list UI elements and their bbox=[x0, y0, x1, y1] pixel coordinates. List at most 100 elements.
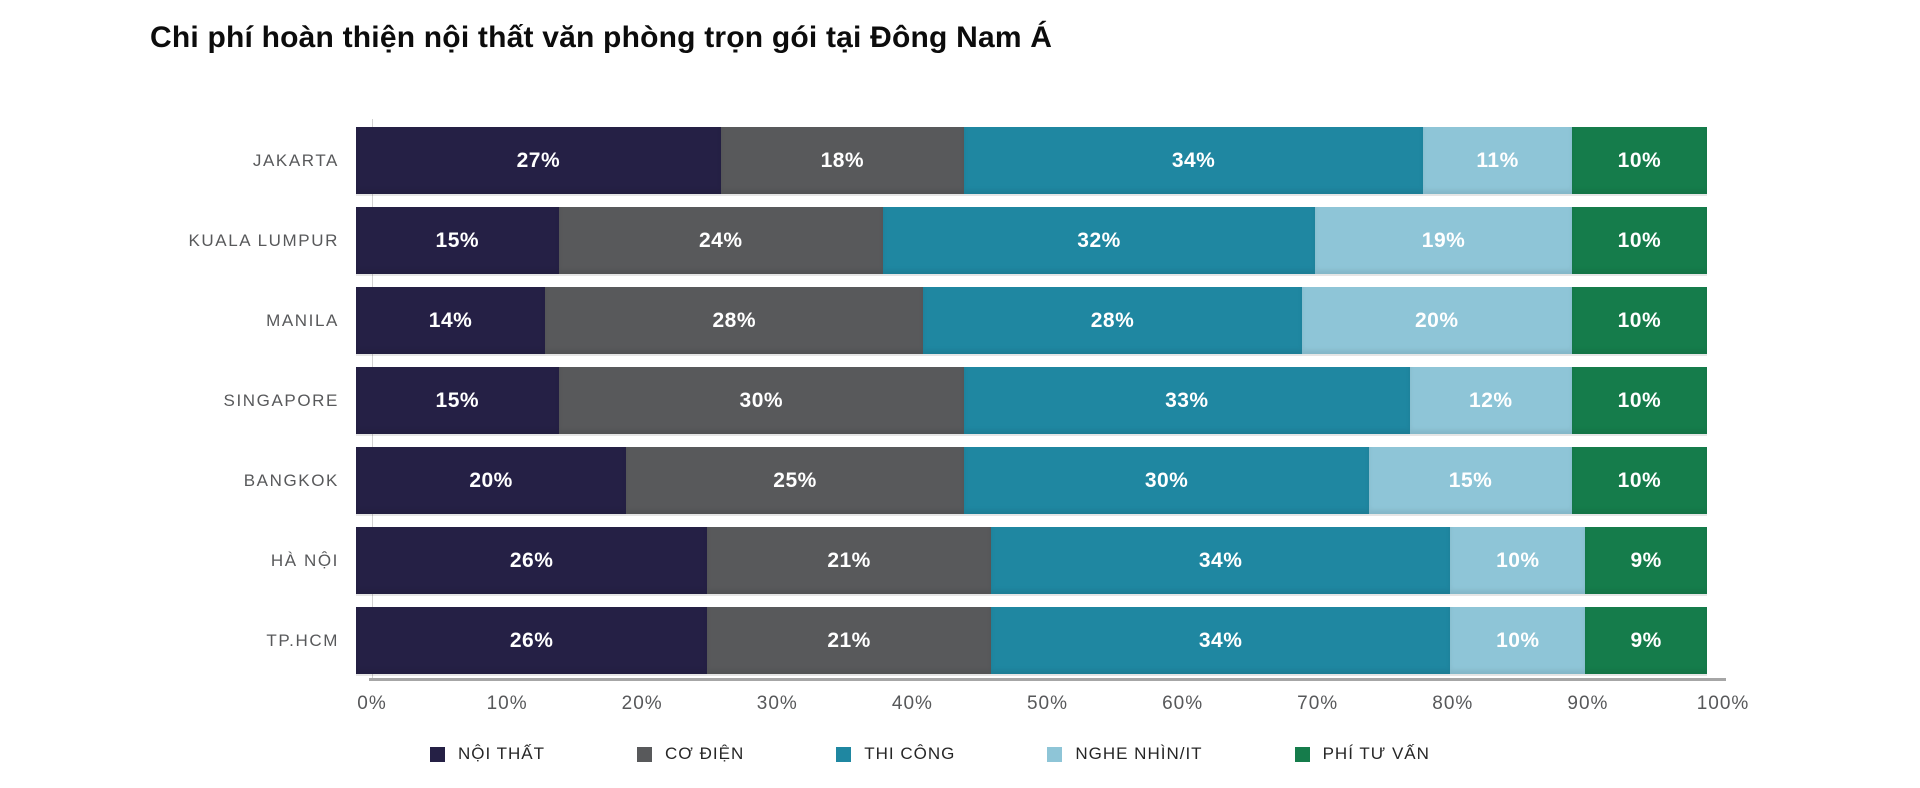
value-label: 10% bbox=[1617, 388, 1662, 412]
bar-row-singapore: SINGAPORE 15% 30% 33% 12% 10% bbox=[0, 367, 1920, 434]
bar-segment-co-ien: 21% bbox=[707, 607, 991, 674]
x-axis-tick: 50% bbox=[1026, 693, 1069, 714]
bar-segment-phi-tu-van: 10% bbox=[1571, 127, 1707, 194]
x-axis-tick: 70% bbox=[1297, 693, 1339, 714]
bar-segment-co-ien: 24% bbox=[558, 207, 883, 274]
value-label: 34% bbox=[1198, 548, 1243, 572]
x-axis-tick: 100% bbox=[1696, 693, 1750, 714]
legend-label: PHÍ TƯ VẤN bbox=[1322, 744, 1430, 763]
value-label: 20% bbox=[469, 468, 513, 492]
stacked-bar: 15% 30% 33% 12% 10% bbox=[356, 367, 1707, 434]
category-label: TP.HCM bbox=[266, 630, 339, 650]
value-label: 20% bbox=[1414, 308, 1459, 332]
x-axis-tick: 40% bbox=[891, 693, 933, 714]
legend-swatch bbox=[1047, 746, 1063, 762]
category-label: MANILA bbox=[266, 310, 339, 330]
value-label: 10% bbox=[1617, 308, 1662, 332]
bar-segment-noi-that: 20% bbox=[356, 447, 627, 514]
bar-segment-nghe-nhin-it: 10% bbox=[1450, 607, 1586, 674]
stacked-bar: 26% 21% 34% 10% 9% bbox=[356, 607, 1707, 674]
value-label: 33% bbox=[1165, 388, 1209, 412]
legend-label: THI CÔNG bbox=[864, 744, 956, 763]
legend-item-phi-tu-van: PHÍ TƯ VẤN bbox=[1294, 744, 1430, 764]
category-label: JAKARTA bbox=[252, 150, 339, 170]
bar-segment-thi-cong: 28% bbox=[923, 287, 1302, 354]
value-label: 18% bbox=[820, 148, 865, 172]
value-label: 14% bbox=[428, 308, 473, 332]
legend: NỘI THẤT CƠ ĐIỆN THI CÔNG NGHE NHÌN/IT PHÍ T… bbox=[430, 744, 1430, 764]
bar-segment-nghe-nhin-it: 11% bbox=[1423, 127, 1572, 194]
legend-label: CƠ ĐIỆN bbox=[665, 744, 745, 763]
bar-segment-noi-that: 26% bbox=[356, 607, 708, 674]
x-axis: 0% 10% 20% 30% 40% 50% 60% 70% 80% 90% 100% bbox=[357, 693, 1748, 721]
bar-segment-noi-that: 15% bbox=[356, 207, 559, 274]
bar-segment-co-ien: 21% bbox=[707, 527, 991, 594]
bar-segment-phi-tu-van: 9% bbox=[1585, 607, 1707, 674]
x-axis-line bbox=[369, 678, 1726, 681]
legend-label: NGHE NHÌN/IT bbox=[1075, 744, 1203, 763]
value-label: 15% bbox=[435, 228, 480, 252]
value-label: 32% bbox=[1077, 228, 1121, 252]
value-label: 10% bbox=[1617, 468, 1662, 492]
value-label: 24% bbox=[698, 228, 743, 252]
value-label: 11% bbox=[1476, 148, 1519, 172]
legend-item-co-ien: CƠ ĐIỆN bbox=[637, 744, 744, 764]
category-label: BANGKOK bbox=[243, 470, 339, 490]
value-label: 28% bbox=[1090, 308, 1135, 332]
x-axis-tick: 10% bbox=[486, 693, 528, 714]
value-label: 21% bbox=[827, 548, 871, 572]
bar-segment-phi-tu-van: 10% bbox=[1571, 207, 1707, 274]
legend-swatch bbox=[1294, 746, 1310, 762]
bar-segment-thi-cong: 34% bbox=[990, 607, 1451, 674]
bar-row-manila: MANILA 14% 28% 28% 20% 10% bbox=[0, 287, 1920, 354]
bar-segment-co-ien: 28% bbox=[545, 287, 924, 354]
value-label: 10% bbox=[1617, 228, 1662, 252]
legend-swatch bbox=[430, 746, 445, 762]
bar-segment-thi-cong: 30% bbox=[963, 447, 1370, 514]
bar-segment-nghe-nhin-it: 12% bbox=[1409, 367, 1572, 434]
stacked-bar: 14% 28% 28% 20% 10% bbox=[356, 287, 1707, 354]
stacked-bar: 26% 21% 34% 10% 9% bbox=[356, 527, 1707, 594]
bar-segment-thi-cong: 34% bbox=[990, 527, 1451, 594]
value-label: 12% bbox=[1469, 388, 1513, 412]
x-axis-tick: 30% bbox=[756, 693, 798, 714]
bar-segment-nghe-nhin-it: 10% bbox=[1450, 527, 1586, 594]
bar-segment-thi-cong: 32% bbox=[882, 207, 1316, 274]
legend-item-noi-that: NỘI THẤT bbox=[430, 744, 545, 764]
bar-segment-co-ien: 25% bbox=[626, 447, 964, 514]
bar-segment-phi-tu-van: 10% bbox=[1571, 447, 1707, 514]
value-label: 25% bbox=[773, 468, 817, 492]
x-axis-tick: 80% bbox=[1432, 693, 1474, 714]
bar-segment-phi-tu-van: 9% bbox=[1585, 527, 1707, 594]
value-label: 21% bbox=[827, 628, 871, 652]
chart-title: Chi phí hoàn thiện nội thất văn phòng tr… bbox=[150, 21, 1053, 54]
value-label: 26% bbox=[509, 628, 554, 652]
bar-segment-phi-tu-van: 10% bbox=[1571, 367, 1707, 434]
bar-segment-thi-cong: 34% bbox=[963, 127, 1424, 194]
bar-row-ha-noi: HÀ NỘI 26% 21% 34% 10% 9% bbox=[0, 527, 1920, 594]
value-label: 10% bbox=[1617, 148, 1662, 172]
value-label: 15% bbox=[435, 388, 480, 412]
bar-segment-co-ien: 30% bbox=[558, 367, 964, 434]
category-label: SINGAPORE bbox=[223, 390, 339, 410]
legend-item-nghe-nhin-it: NGHE NHÌN/IT bbox=[1047, 744, 1202, 764]
legend-item-thi-cong: THI CÔNG bbox=[836, 744, 955, 764]
value-label: 15% bbox=[1448, 468, 1493, 492]
x-axis-tick: 60% bbox=[1162, 693, 1204, 714]
value-label: 34% bbox=[1198, 628, 1243, 652]
value-label: 19% bbox=[1421, 228, 1466, 252]
value-label: 27% bbox=[516, 148, 561, 172]
bar-rows: JAKARTA 27% 18% 34% 11% 10% KUALA LUMPUR 15% 24%… bbox=[0, 127, 1920, 674]
value-label: 26% bbox=[509, 548, 554, 572]
x-axis-tick: 20% bbox=[621, 693, 663, 714]
value-label: 10% bbox=[1496, 628, 1540, 652]
bar-row-jakarta: JAKARTA 27% 18% 34% 11% 10% bbox=[0, 127, 1920, 194]
bar-segment-noi-that: 26% bbox=[356, 527, 708, 594]
value-label: 9% bbox=[1630, 628, 1662, 652]
bar-segment-nghe-nhin-it: 19% bbox=[1315, 207, 1572, 274]
legend-swatch bbox=[836, 746, 852, 762]
bar-segment-nghe-nhin-it: 20% bbox=[1301, 287, 1572, 354]
category-label: HÀ NỘI bbox=[270, 550, 339, 570]
value-label: 9% bbox=[1630, 548, 1662, 572]
category-label: KUALA LUMPUR bbox=[188, 230, 339, 250]
